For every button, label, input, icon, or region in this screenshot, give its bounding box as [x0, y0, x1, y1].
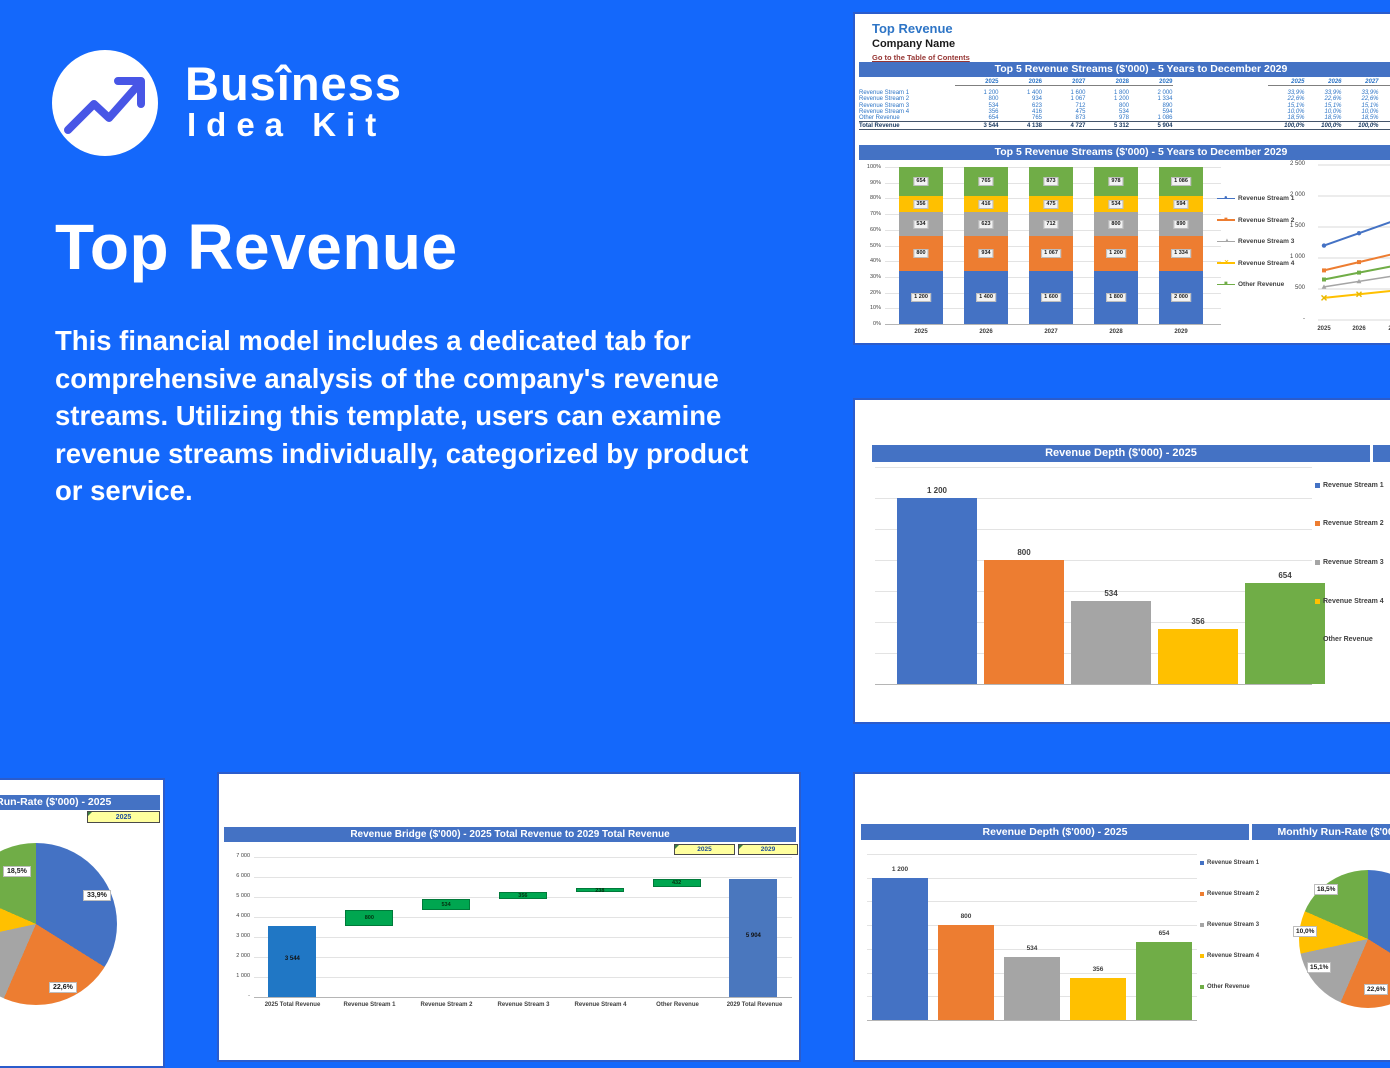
line-chart — [1310, 160, 1390, 328]
table-row: Revenue Stream 1 1 200 1 400 1 600 1 800… — [859, 89, 1390, 95]
table-row: Revenue Stream 4 356 416 475 534 594 10,… — [859, 109, 1390, 115]
year-header: 2028 — [1086, 79, 1130, 86]
trend-arrow-icon — [52, 50, 158, 156]
brand-subname: Idea Kit — [187, 106, 386, 144]
depth-bar-stream1 — [897, 498, 977, 684]
next-title-bar-stub — [1373, 445, 1390, 462]
bridge-bar-stream2: 534 — [422, 899, 470, 910]
depth-plot-area: 1 200 800 534 356 654 — [875, 467, 1312, 685]
toc-link[interactable]: Go to the Table of Contents — [872, 53, 970, 62]
depth-bar-stream2 — [938, 925, 994, 1020]
stacked-bar-2027: 873 475 712 1 067 1 600 — [1029, 167, 1073, 324]
legend-item: Revenue Stream 4 — [1315, 598, 1384, 605]
panel-spreadsheet: Top Revenue Company Name Go to the Table… — [853, 12, 1390, 345]
legend-item: Revenue Stream 1 — [1200, 860, 1259, 866]
depth-plot-area: 1 200 800 534 356 654 — [867, 854, 1197, 1021]
table-row: Revenue Stream 2 800 934 1 067 1 200 1 3… — [859, 96, 1390, 102]
legend-item: Revenue Stream 2 — [1315, 520, 1384, 527]
page-description: This financial model includes a dedicate… — [55, 322, 755, 510]
stacked-bar-chart: 100% 90% 80% 70% 60% 50% 40% 30% 20% 10%… — [859, 163, 1219, 343]
depth-bar-stream3 — [1071, 601, 1151, 684]
bridge-bar-2025-total: 3 544 — [268, 926, 316, 997]
brand-logo — [52, 50, 158, 156]
legend-item: Revenue Stream 1 — [1315, 482, 1384, 489]
legend-item: Revenue Stream 3 — [1315, 559, 1384, 566]
legend-item: Other Revenue — [1315, 636, 1373, 643]
page-title: Top Revenue — [55, 210, 458, 284]
pct-year-header: 2028 — [1379, 79, 1390, 86]
pie-title-bar: Monthly Run-Rate ($'000) - 2025 — [0, 795, 160, 810]
panel-revenue-depth: Revenue Depth ($'000) - 2025 1 200 800 5… — [853, 398, 1390, 724]
from-year-dropdown[interactable]: 2025 — [674, 844, 735, 855]
pct-year-header: 2026 — [1305, 79, 1342, 86]
legend-item: Revenue Stream 2 — [1200, 891, 1259, 897]
brand-name: Busîness — [185, 56, 402, 111]
legend-item: ▲Revenue Stream 3 — [1217, 238, 1294, 245]
sheet-title: Top Revenue — [872, 21, 953, 36]
company-name: Company Name — [872, 38, 955, 50]
panel-revenue-bridge: Revenue Bridge ($'000) - 2025 Total Reve… — [217, 772, 801, 1062]
depth-bar-other — [1136, 942, 1192, 1020]
stacked-bar-2026: 765 416 623 934 1 400 — [964, 167, 1008, 324]
depth-title-bar: Revenue Depth ($'000) - 2025 — [861, 824, 1249, 840]
page: { "brand": {"line1": "Busîness", "line2"… — [0, 0, 1390, 1043]
stacked-bar-2028: 978 534 800 1 200 1 800 — [1094, 167, 1138, 324]
depth-bar-stream2 — [984, 560, 1064, 684]
year-header: 2027 — [1042, 79, 1086, 86]
depth-bar-stream3 — [1004, 957, 1060, 1020]
legend-item: Revenue Stream 4 — [1200, 953, 1259, 959]
panel-depth-and-pie: Revenue Depth ($'000) - 2025 Monthly Run… — [853, 772, 1390, 1062]
revenue-table: 2025 2026 2027 2028 2029 2025 2026 2027 … — [859, 80, 1390, 130]
depth-bar-other — [1245, 583, 1325, 684]
depth-bar-stream1 — [872, 878, 928, 1020]
bridge-bar-other: 432 — [653, 879, 701, 888]
stacked-bar-2025: 654 356 534 800 1 200 — [899, 167, 943, 324]
legend-item: Other Revenue — [1200, 984, 1250, 990]
depth-bar-stream4 — [1070, 978, 1126, 1020]
table-total-row: Total Revenue 3 544 4 138 4 727 5 312 5 … — [859, 121, 1390, 129]
year-dropdown[interactable]: 2025 — [87, 811, 160, 823]
panel-run-rate-pie: Monthly Run-Rate ($'000) - 2025 2025 18,… — [0, 778, 165, 1068]
legend-item: Revenue Stream 3 — [1200, 922, 1259, 928]
bridge-bar-stream4: 238 — [576, 888, 624, 893]
stacked-plot-area: 654 356 534 800 1 200 765 416 623 934 1 … — [885, 167, 1221, 325]
table-row: Other Revenue 654 765 873 978 1 086 18,5… — [859, 115, 1390, 121]
legend-item: ✕Revenue Stream 4 — [1217, 260, 1294, 267]
to-year-dropdown[interactable]: 2029 — [738, 844, 798, 855]
pct-year-header: 2025 — [1268, 79, 1305, 86]
year-header: 2029 — [1129, 79, 1173, 86]
depth-bar-stream4 — [1158, 629, 1238, 684]
run-rate-title-bar: Monthly Run-Rate ($'000 — [1252, 824, 1390, 840]
chart-title-bar: Top 5 Revenue Streams ($'000) - 5 Years … — [859, 145, 1390, 160]
depth-title-bar: Revenue Depth ($'000) - 2025 — [872, 445, 1370, 462]
bridge-bar-stream3: 356 — [499, 892, 547, 899]
bridge-plot-area: 3 544 800 534 356 238 432 5 904 — [254, 857, 792, 998]
stacked-bar-2029: 1 086 594 890 1 334 2 000 — [1159, 167, 1203, 324]
bridge-title-bar: Revenue Bridge ($'000) - 2025 Total Reve… — [224, 827, 796, 842]
year-header: 2026 — [999, 79, 1043, 86]
table-row: Revenue Stream 3 534 623 712 800 890 15,… — [859, 102, 1390, 108]
table-title-bar: Top 5 Revenue Streams ($'000) - 5 Years … — [859, 62, 1390, 77]
bridge-bar-stream1: 800 — [345, 910, 393, 926]
year-header: 2025 — [955, 79, 999, 86]
bridge-bar-2029-total: 5 904 — [729, 879, 777, 997]
pct-year-header: 2027 — [1342, 79, 1379, 86]
